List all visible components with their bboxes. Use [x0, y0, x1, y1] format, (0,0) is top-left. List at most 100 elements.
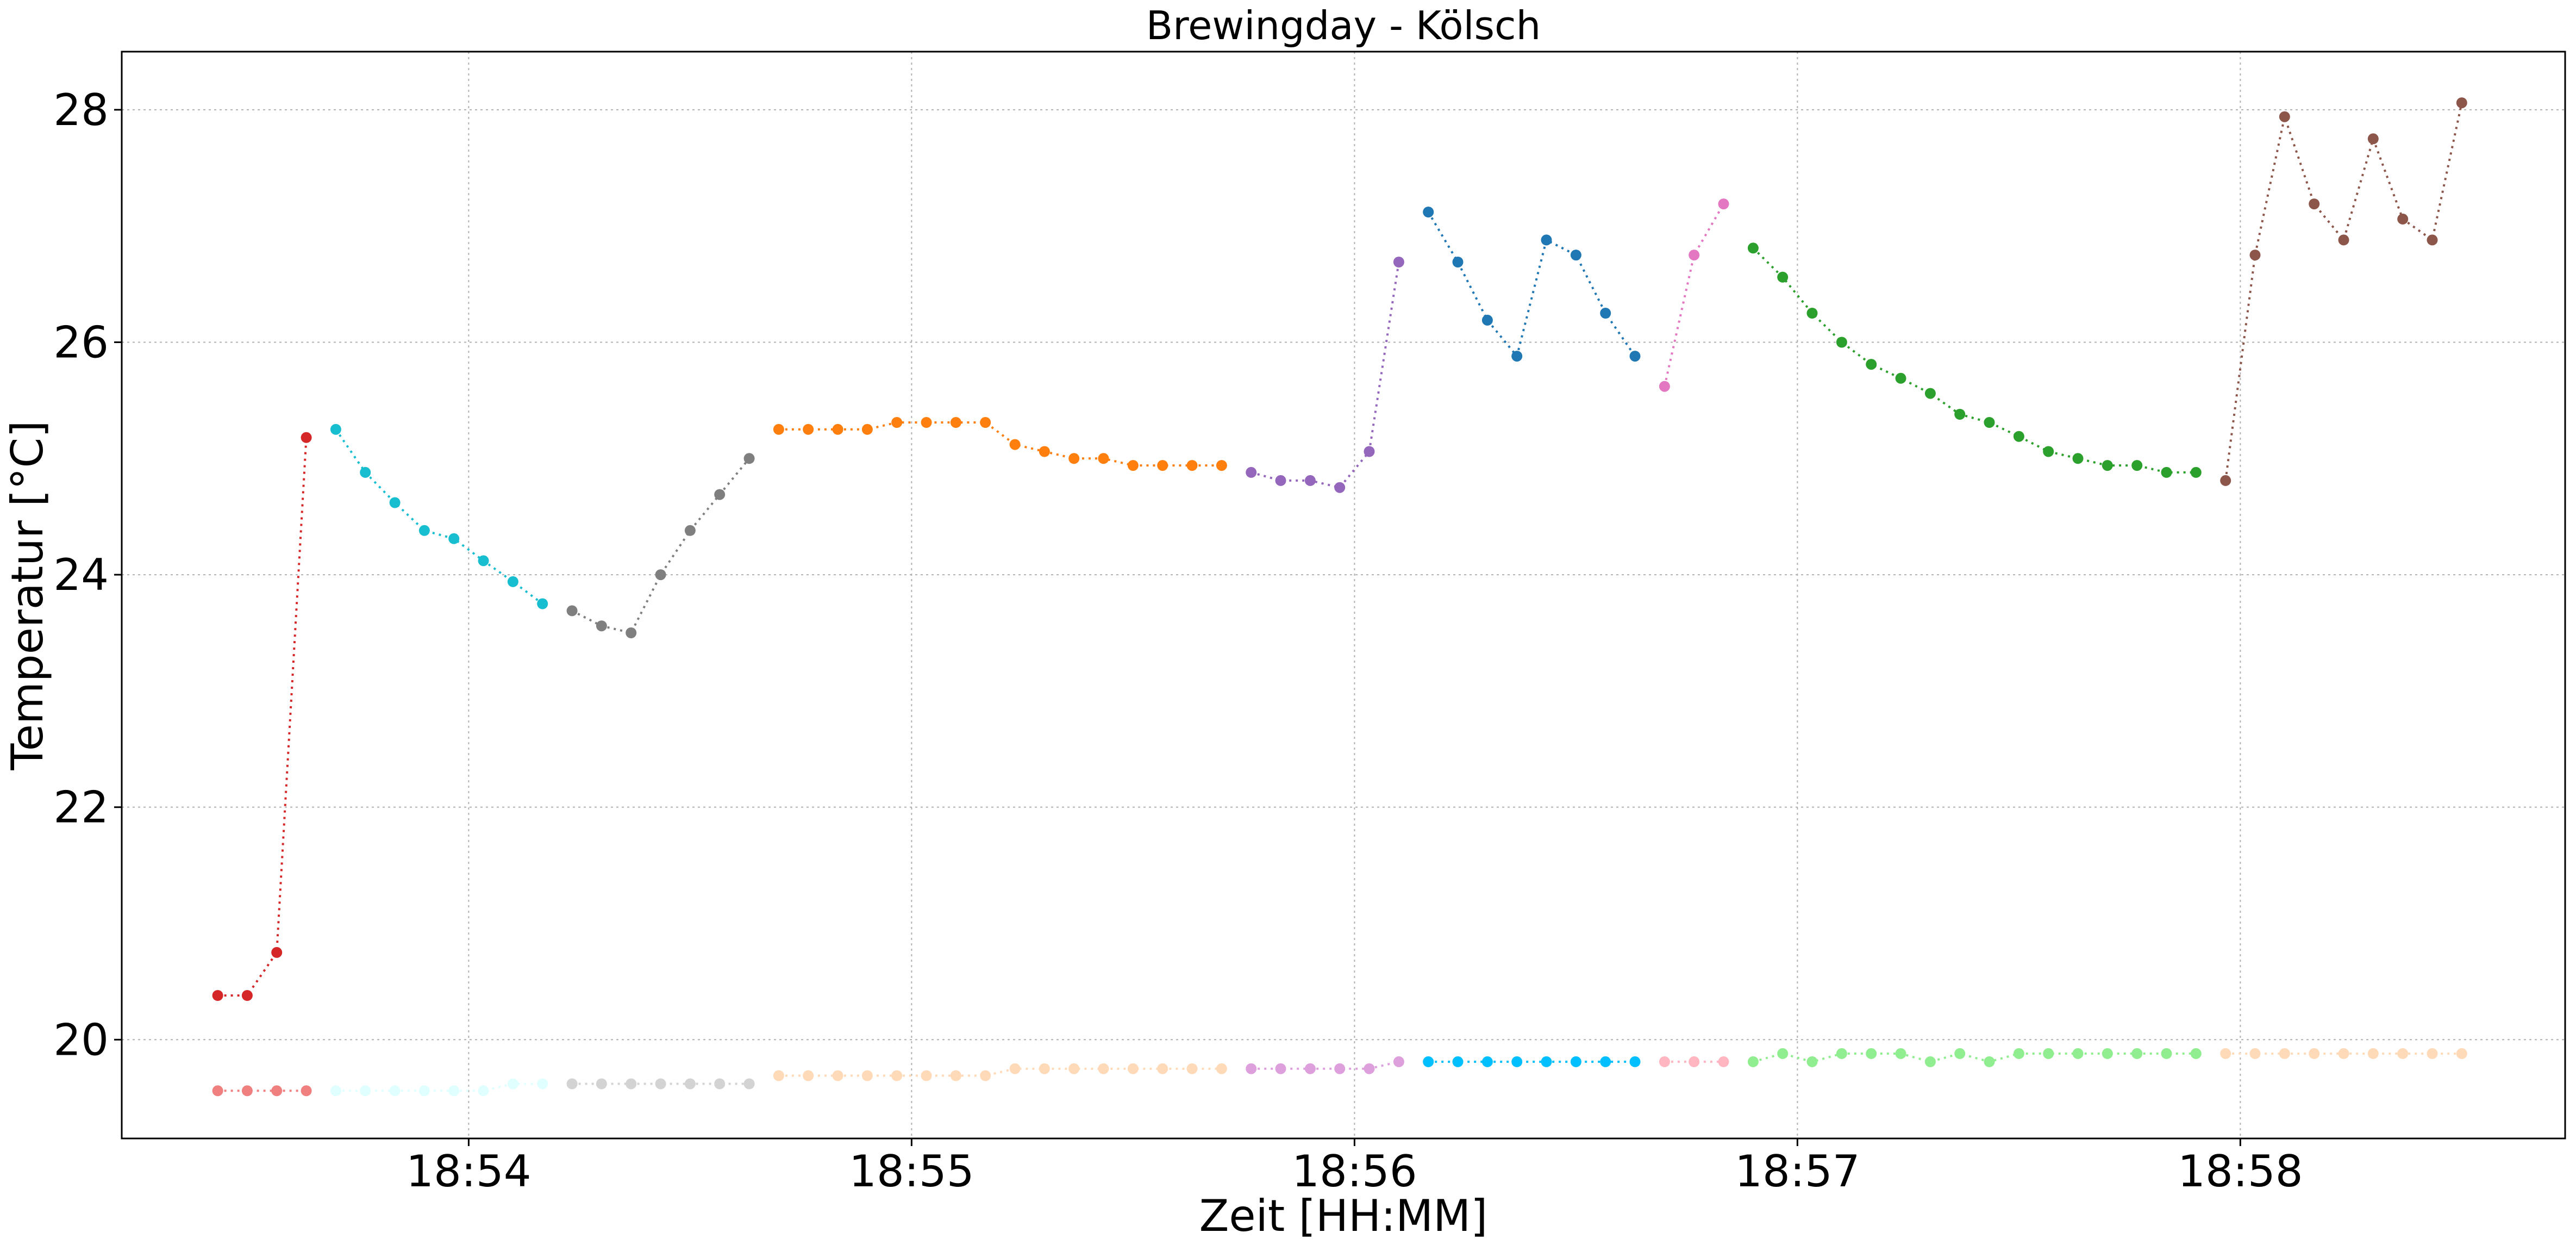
data-point — [684, 525, 696, 536]
data-point — [1039, 1063, 1050, 1074]
data-series — [1659, 1056, 1729, 1067]
data-point — [1275, 475, 1286, 486]
data-point — [2131, 1048, 2143, 1059]
data-point — [448, 1085, 460, 1097]
data-point — [980, 417, 991, 428]
y-tick-label: 22 — [53, 782, 109, 833]
data-point — [596, 1078, 607, 1090]
data-point — [1777, 1048, 1789, 1059]
data-point — [1009, 1063, 1021, 1074]
data-point — [1659, 381, 1670, 392]
data-point — [1452, 257, 1464, 267]
data-point — [1068, 453, 1080, 464]
data-point — [1954, 409, 1966, 420]
data-point — [360, 466, 371, 478]
data-point — [832, 1070, 843, 1081]
data-point — [1806, 308, 1818, 319]
data-point — [1423, 207, 1434, 217]
data-point — [566, 605, 578, 617]
data-point — [537, 1078, 548, 1090]
data-point — [1689, 1056, 1700, 1067]
y-tick-label: 20 — [53, 1015, 109, 1065]
data-point — [566, 1078, 578, 1090]
x-tick-label: 18:58 — [2178, 1146, 2303, 1197]
data-point — [507, 1078, 518, 1090]
data-point — [1039, 446, 1050, 457]
data-point — [1393, 1056, 1404, 1067]
data-point — [212, 990, 223, 1001]
data-point — [537, 598, 548, 609]
data-series — [212, 1085, 312, 1097]
data-point — [2220, 1048, 2231, 1059]
data-point — [1481, 1056, 1493, 1067]
data-series — [2220, 1048, 2467, 1059]
data-point — [1984, 1056, 1995, 1067]
data-point — [1984, 417, 1995, 428]
series-line — [1251, 262, 1400, 489]
data-point — [2043, 446, 2054, 457]
y-axis-label: Temperatur [°C] — [2, 420, 53, 770]
data-point — [743, 453, 755, 464]
data-point — [2427, 1048, 2438, 1059]
data-point — [2190, 466, 2202, 478]
data-point — [1570, 250, 1581, 261]
data-point — [2249, 250, 2261, 261]
data-point — [1718, 198, 1729, 210]
data-point — [2249, 1048, 2261, 1059]
data-point — [2397, 213, 2409, 225]
data-point — [241, 990, 253, 1001]
data-point — [891, 1070, 903, 1081]
data-point — [1866, 359, 1877, 370]
data-point — [271, 947, 283, 958]
data-point — [1275, 1063, 1286, 1074]
data-point — [212, 1085, 223, 1097]
data-point — [1246, 466, 1257, 478]
data-series — [330, 424, 548, 609]
data-point — [2367, 133, 2379, 145]
data-point — [1541, 1056, 1552, 1067]
data-point — [714, 489, 726, 500]
series-line — [1663, 203, 1725, 387]
data-series — [566, 453, 755, 638]
data-point — [1304, 475, 1316, 486]
data-point — [1541, 234, 1552, 246]
data-point — [418, 525, 430, 536]
data-point — [861, 1070, 873, 1081]
x-tick-label: 18:54 — [406, 1146, 532, 1197]
data-point — [1334, 482, 1346, 493]
data-point — [2161, 466, 2172, 478]
series-line — [1427, 211, 1636, 359]
data-point — [2309, 198, 2320, 210]
data-point — [2102, 460, 2113, 471]
data-series — [1423, 207, 1641, 362]
data-point — [2456, 97, 2467, 109]
data-point — [330, 1085, 341, 1097]
series-line — [1753, 1052, 2196, 1063]
data-point — [596, 620, 607, 632]
data-point — [2279, 1048, 2290, 1059]
data-series — [1246, 1056, 1404, 1074]
data-point — [1481, 314, 1493, 326]
y-tick-label: 28 — [53, 85, 109, 135]
data-point — [2072, 1048, 2084, 1059]
data-point — [1777, 271, 1789, 283]
data-series — [566, 1078, 755, 1090]
data-point — [301, 1085, 312, 1097]
data-point — [1452, 1056, 1464, 1067]
data-point — [1127, 1063, 1139, 1074]
data-point — [1747, 1056, 1759, 1067]
data-point — [861, 424, 873, 435]
chart-title: Brewingday - Kölsch — [1146, 3, 1541, 48]
data-series — [1659, 198, 1729, 392]
data-point — [1836, 337, 1847, 348]
series-line — [2224, 102, 2463, 481]
data-point — [2102, 1048, 2113, 1059]
data-point — [1600, 308, 1611, 319]
data-point — [2013, 1048, 2024, 1059]
data-point — [2072, 453, 2084, 464]
data-point — [1186, 1063, 1198, 1074]
data-point — [1511, 1056, 1523, 1067]
series-line — [778, 1067, 1222, 1077]
data-point — [1718, 1056, 1729, 1067]
series-line — [571, 458, 751, 634]
